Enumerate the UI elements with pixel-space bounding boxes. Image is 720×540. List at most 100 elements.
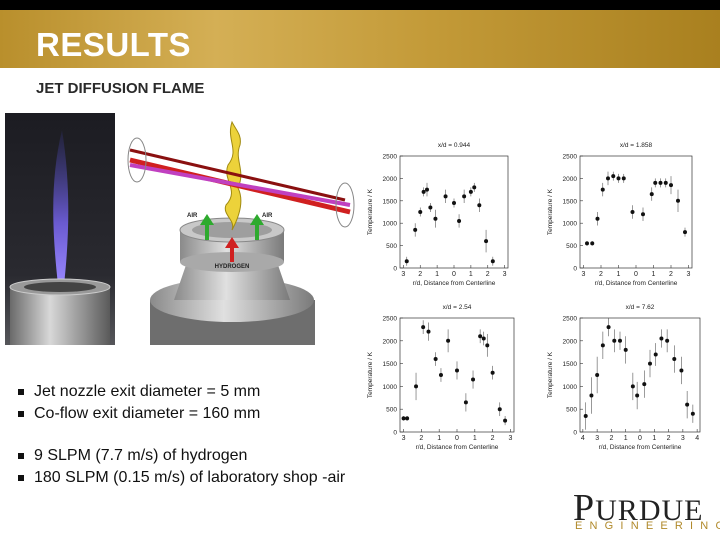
y-axis-label: Temperature / K bbox=[367, 188, 374, 235]
data-point bbox=[630, 210, 635, 214]
x-tick-label: 0 bbox=[638, 435, 642, 442]
data-point bbox=[690, 411, 695, 416]
data-point bbox=[462, 194, 467, 199]
y-tick-label: 500 bbox=[386, 243, 397, 250]
data-point bbox=[433, 357, 438, 362]
y-tick-label: 1000 bbox=[383, 221, 398, 228]
data-point bbox=[595, 373, 600, 377]
x-tick-label: 3 bbox=[503, 271, 507, 278]
data-point bbox=[413, 227, 418, 232]
x-tick-label: 2 bbox=[486, 271, 490, 278]
y-tick-label: 0 bbox=[393, 430, 397, 437]
data-point bbox=[621, 176, 626, 181]
data-point bbox=[606, 176, 610, 181]
x-axis-label: r/d, Distance from Centerline bbox=[413, 280, 496, 287]
data-point bbox=[426, 329, 431, 334]
chart-title: x/d = 1.858 bbox=[620, 142, 653, 149]
y-tick-label: 0 bbox=[573, 266, 577, 273]
x-tick-label: 0 bbox=[634, 271, 638, 278]
y-tick-label: 2000 bbox=[383, 176, 398, 183]
air-label: AIR bbox=[262, 213, 273, 219]
data-point bbox=[477, 203, 482, 208]
y-tick-label: 1000 bbox=[383, 384, 398, 391]
y-tick-label: 500 bbox=[566, 243, 577, 250]
data-point bbox=[679, 368, 684, 373]
burner-diagram bbox=[127, 120, 355, 345]
x-tick-label: 1 bbox=[624, 435, 628, 442]
y-tick-label: 500 bbox=[566, 407, 577, 414]
data-point bbox=[672, 357, 677, 362]
y-tick-label: 1000 bbox=[563, 384, 578, 391]
x-tick-label: 2 bbox=[669, 271, 673, 278]
top-bar bbox=[0, 0, 720, 10]
y-tick-label: 1500 bbox=[383, 361, 398, 368]
y-tick-label: 2500 bbox=[563, 154, 578, 161]
data-point bbox=[663, 180, 668, 185]
x-axis-label: r/d, Distance from Centerline bbox=[416, 444, 499, 451]
data-point bbox=[490, 259, 495, 264]
x-tick-label: 3 bbox=[508, 435, 512, 442]
y-tick-label: 1500 bbox=[563, 198, 578, 205]
x-tick-label: 1 bbox=[652, 435, 656, 442]
plot-frame bbox=[399, 155, 509, 269]
plot-frame bbox=[579, 155, 693, 269]
x-tick-label: 2 bbox=[418, 271, 422, 278]
data-point bbox=[455, 368, 459, 373]
data-point bbox=[484, 239, 489, 244]
data-point bbox=[642, 382, 647, 387]
x-tick-label: 3 bbox=[681, 435, 685, 442]
slide-title: RESULTS bbox=[36, 26, 192, 63]
data-point bbox=[468, 189, 473, 194]
data-point bbox=[612, 338, 617, 343]
data-point bbox=[503, 418, 508, 423]
bullet: Co-flow exit diameter = 160 mm bbox=[16, 403, 374, 425]
data-point bbox=[641, 212, 645, 217]
data-point bbox=[653, 352, 658, 357]
bullet: Jet nozzle exit diameter = 5 mm bbox=[16, 381, 374, 403]
y-tick-label: 1000 bbox=[563, 221, 578, 228]
data-point bbox=[595, 216, 600, 221]
data-point bbox=[600, 187, 605, 192]
x-tick-label: 1 bbox=[617, 271, 621, 278]
data-point bbox=[446, 338, 451, 343]
data-point bbox=[405, 416, 410, 421]
x-tick-label: 2 bbox=[609, 435, 613, 442]
chart-title: x/d = 2.54 bbox=[443, 304, 472, 311]
logo-name: PURDUE bbox=[573, 487, 704, 529]
data-point bbox=[452, 201, 456, 206]
y-tick-label: 1500 bbox=[383, 198, 398, 205]
x-tick-label: 4 bbox=[581, 435, 585, 442]
x-tick-label: 0 bbox=[455, 435, 459, 442]
y-tick-label: 1500 bbox=[563, 361, 578, 368]
bullet: 180 SLPM (0.15 m/s) of laboratory shop -… bbox=[16, 467, 354, 489]
data-point bbox=[433, 216, 438, 221]
y-tick-label: 0 bbox=[393, 266, 397, 273]
data-point bbox=[676, 198, 680, 203]
air-label: AIR bbox=[187, 213, 198, 219]
y-axis-label: Temperature / K bbox=[367, 351, 374, 398]
x-tick-label: 2 bbox=[599, 271, 603, 278]
data-point bbox=[401, 416, 406, 421]
x-tick-label: 2 bbox=[667, 435, 671, 442]
x-tick-label: 3 bbox=[402, 435, 406, 442]
x-tick-label: 2 bbox=[419, 435, 423, 442]
data-point bbox=[471, 377, 476, 382]
x-tick-label: 3 bbox=[401, 271, 405, 278]
data-point bbox=[497, 407, 502, 412]
slide-subtitle: JET DIFFUSION FLAME bbox=[36, 80, 205, 97]
x-tick-label: 1 bbox=[437, 435, 441, 442]
x-axis-label: r/d, Distance from Centerline bbox=[595, 280, 678, 287]
y-tick-label: 2000 bbox=[563, 176, 578, 183]
data-point bbox=[421, 189, 426, 194]
data-point bbox=[600, 343, 605, 348]
data-point bbox=[669, 183, 673, 188]
data-point bbox=[438, 373, 443, 377]
data-point bbox=[414, 384, 419, 389]
x-axis-label: r/d, Distance from Centerline bbox=[599, 444, 682, 451]
x-tick-label: 4 bbox=[695, 435, 699, 442]
data-point bbox=[649, 192, 654, 197]
x-tick-label: 1 bbox=[473, 435, 477, 442]
bullet: 9 SLPM (7.7 m/s) of hydrogen bbox=[16, 445, 374, 467]
data-point bbox=[683, 230, 687, 235]
